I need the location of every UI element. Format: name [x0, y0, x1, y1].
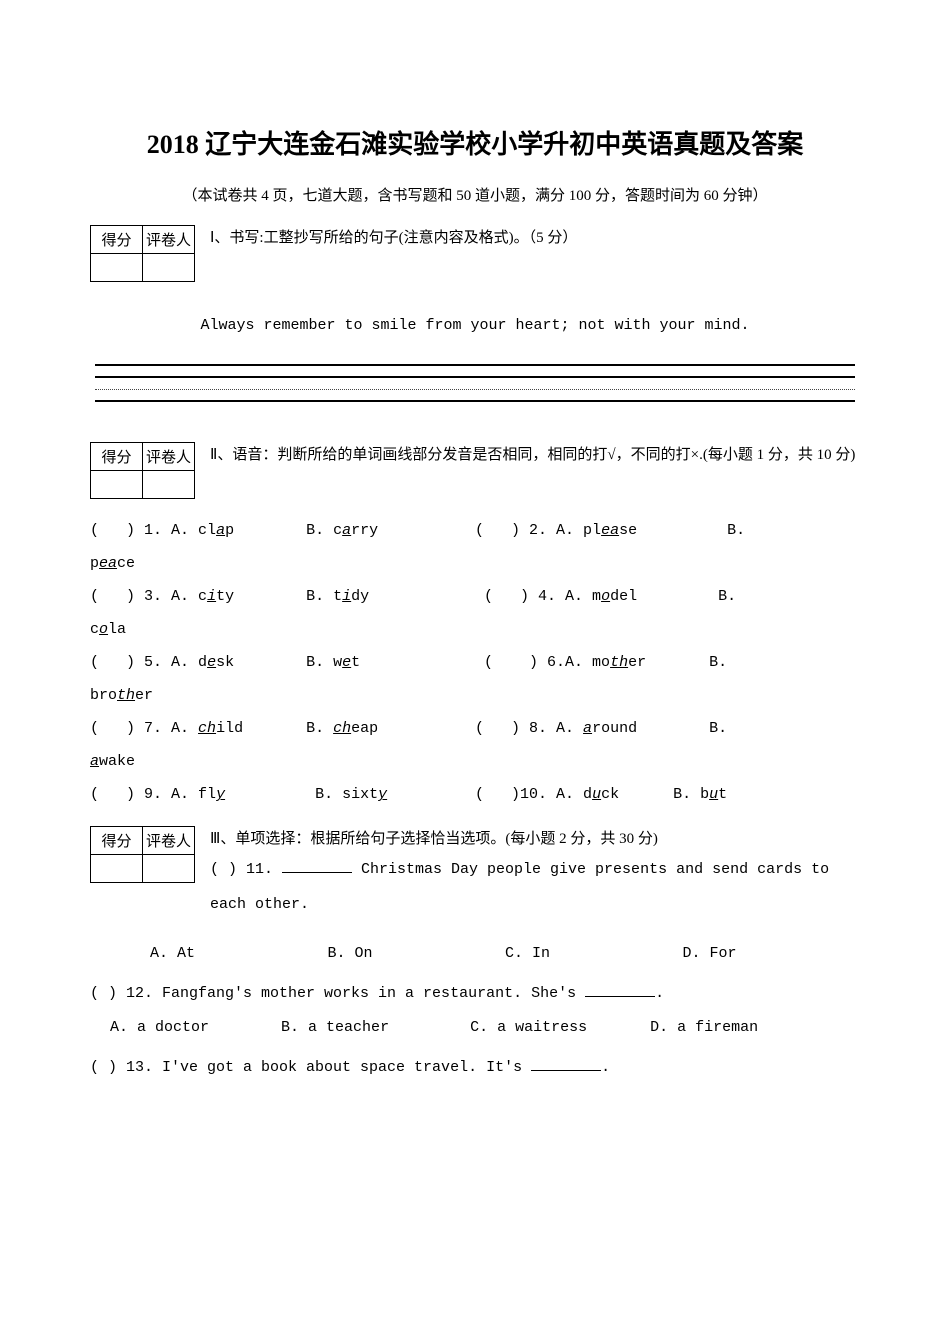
q7: ( ) 7. A. child B. cheap — [90, 712, 475, 745]
exam-title: 2018 辽宁大连金石滩实验学校小学升初中英语真题及答案 — [90, 120, 860, 169]
q12: ( ) 12. Fangfang's mother works in a res… — [90, 977, 860, 1012]
score-table-2: 得分 评卷人 — [90, 442, 195, 499]
score-cell — [91, 471, 143, 499]
grader-label: 评卷人 — [143, 827, 195, 855]
q2: ( ) 2. A. please B. — [475, 514, 860, 547]
score-table-1: 得分 评卷人 — [90, 225, 195, 282]
section-2-questions: ( ) 1. A. clap B. carry ( ) 2. A. please… — [90, 514, 860, 811]
q11-options: A. At B. On C. In D. For — [90, 937, 860, 972]
grader-cell — [143, 471, 195, 499]
section-1-header: Ⅰ、书写:工整抄写所给的句子(注意内容及格式)。（5 分） — [210, 225, 860, 252]
q4: ( ) 4. A. model B. — [475, 580, 860, 613]
q11-a: A. At — [150, 937, 328, 972]
section-3-body: A. At B. On C. In D. For ( ) 12. Fangfan… — [90, 937, 860, 1085]
q4-cont: cola — [90, 613, 860, 646]
q6: ( ) 6.A. mother B. — [475, 646, 860, 679]
q12-options: A. a doctor B. a teacher C. a waitress D… — [90, 1011, 860, 1046]
q10: ( )10. A. duck B. but — [475, 778, 860, 811]
q11-b: B. On — [328, 937, 506, 972]
section-2-row: 得分 评卷人 Ⅱ、语音：判断所给的单词画线部分发音是否相同，相同的打√，不同的打… — [90, 442, 860, 499]
score-label: 得分 — [91, 226, 143, 254]
q11-line1: ( ) 11. Christmas Day people give presen… — [210, 861, 829, 913]
score-label: 得分 — [91, 443, 143, 471]
section-3-row: 得分 评卷人 Ⅲ、单项选择：根据所给句子选择恰当选项。(每小题 2 分，共 30… — [90, 826, 860, 922]
grader-cell — [143, 254, 195, 282]
section-1-row: 得分 评卷人 Ⅰ、书写:工整抄写所给的句子(注意内容及格式)。（5 分） — [90, 225, 860, 282]
q13: ( ) 13. I've got a book about space trav… — [90, 1051, 860, 1086]
q1: ( ) 1. A. clap B. carry — [90, 514, 475, 547]
grader-label: 评卷人 — [143, 226, 195, 254]
q6-cont: brother — [90, 679, 860, 712]
grader-label: 评卷人 — [143, 443, 195, 471]
q3: ( ) 3. A. city B. tidy — [90, 580, 475, 613]
section-3-header: Ⅲ、单项选择：根据所给句子选择恰当选项。(每小题 2 分，共 30 分) ( )… — [210, 826, 860, 922]
writing-lines — [95, 354, 855, 402]
q2-cont: peace — [90, 547, 860, 580]
score-cell — [91, 855, 143, 883]
exam-info: （本试卷共 4 页，七道大题，含书写题和 50 道小题，满分 100 分，答题时… — [90, 184, 860, 205]
q11-d: D. For — [683, 937, 861, 972]
q9: ( ) 9. A. fly B. sixty — [90, 778, 475, 811]
grader-cell — [143, 855, 195, 883]
handwriting-sentence: Always remember to smile from your heart… — [90, 317, 860, 334]
section-2-header: Ⅱ、语音：判断所给的单词画线部分发音是否相同，相同的打√，不同的打×.(每小题 … — [210, 442, 860, 469]
score-table-3: 得分 评卷人 — [90, 826, 195, 883]
q8-cont: awake — [90, 745, 860, 778]
q8: ( ) 8. A. around B. — [475, 712, 860, 745]
score-label: 得分 — [91, 827, 143, 855]
q5: ( ) 5. A. desk B. wet — [90, 646, 475, 679]
q11-c: C. In — [505, 937, 683, 972]
score-cell — [91, 254, 143, 282]
